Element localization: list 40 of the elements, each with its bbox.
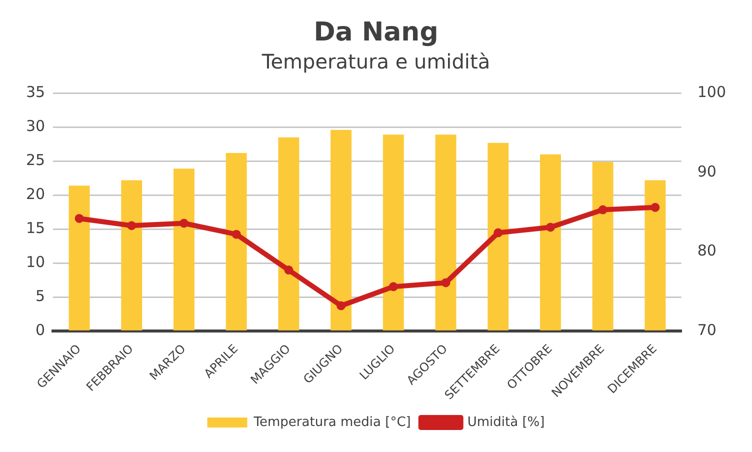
bar [488,142,509,330]
y-tick-label: 20 [26,185,46,204]
bar [330,130,352,330]
point [74,214,84,223]
point [494,228,503,238]
point [388,282,398,292]
y-tick-label: 0 [36,320,46,339]
y2-tick-label: 100 [697,83,726,102]
bar [592,162,614,330]
bar [226,153,247,330]
y-tick-label: 15 [26,219,46,238]
legend-label: Umidità [%] [467,414,545,430]
bar [435,134,456,330]
y2-tick-label: 90 [697,162,716,180]
bar [121,180,142,330]
point [336,301,346,310]
point [232,230,241,239]
point [127,221,136,230]
bar [540,154,561,330]
y-tick-label: 35 [26,83,46,102]
y-tick-label: 10 [26,253,46,272]
y2-tick-label: 80 [697,242,716,260]
bar [278,137,300,330]
bar [68,186,90,330]
bar [174,168,194,330]
point [598,205,608,214]
point [284,266,294,275]
point [441,278,450,288]
y-tick-label: 30 [26,117,46,136]
y-tick-label: 5 [36,287,46,305]
chart-subtitle: Temperatura e umidità [260,49,490,74]
y2-tick-label: 70 [697,320,716,339]
y-tick-label: 25 [26,151,46,170]
bar [644,180,666,330]
point [650,202,660,212]
bar [382,134,404,330]
point [179,218,188,228]
chart-title: Da Nang [314,17,438,48]
point [546,222,555,232]
legend-label: Temperatura media [°C] [252,414,411,430]
